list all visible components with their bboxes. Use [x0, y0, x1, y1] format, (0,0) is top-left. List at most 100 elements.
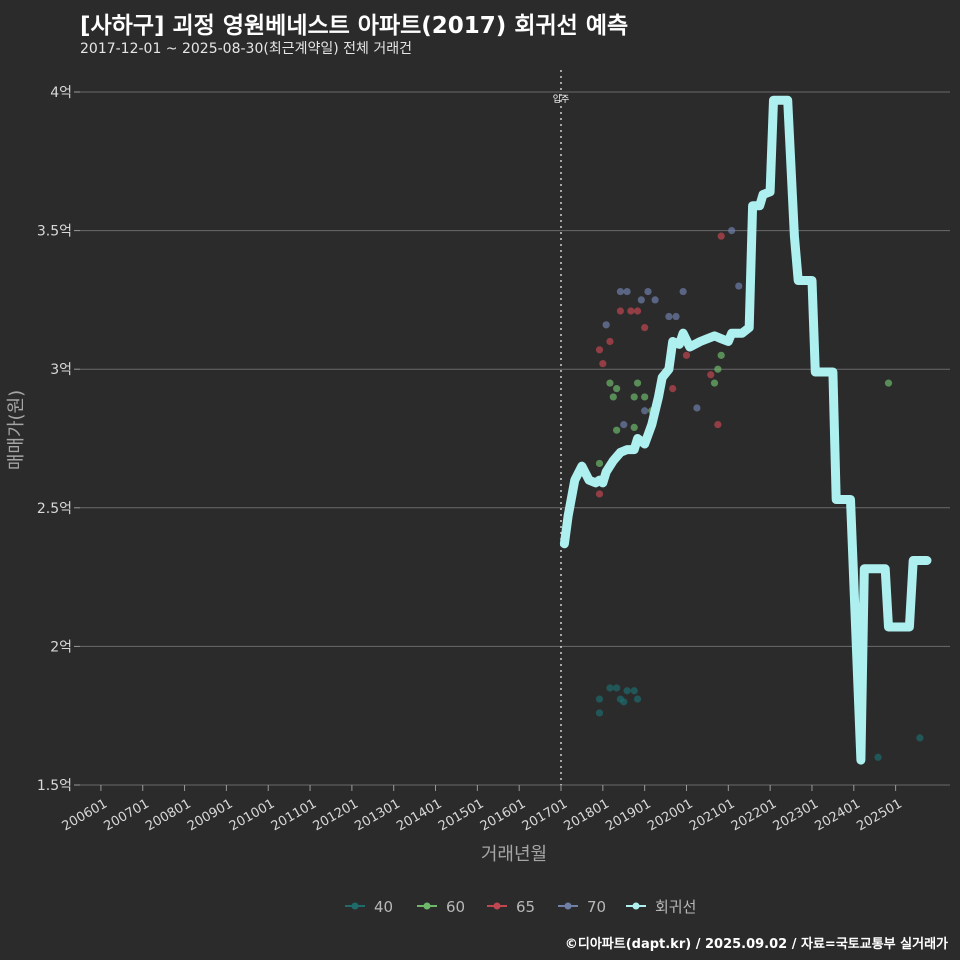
legend-key-dot-40 — [351, 902, 359, 910]
point-70 — [728, 227, 736, 235]
x-tick-label: 200801 — [143, 796, 193, 834]
point-40 — [916, 734, 924, 742]
point-65 — [616, 307, 625, 315]
x-tick-label: 202401 — [813, 796, 863, 834]
point-70 — [693, 404, 701, 412]
chart-caption: ©디아파트(dapt.kr) / 2025.09.02 / 자료=국토교통부 실… — [564, 937, 948, 952]
point-60 — [630, 393, 638, 401]
point-40 — [874, 753, 882, 761]
point-65 — [717, 232, 725, 240]
y-tick-label: 1.5억 — [37, 778, 72, 794]
point-65 — [599, 360, 607, 368]
scatter-points — [595, 227, 924, 761]
legend-label-60: 60 — [446, 898, 465, 916]
x-tick-label: 201101 — [269, 796, 319, 834]
x-tick-label: 201201 — [311, 796, 361, 834]
point-65 — [714, 421, 722, 429]
y-tick-label: 3억 — [50, 362, 72, 378]
x-tick-label: 200901 — [185, 796, 235, 834]
point-65 — [669, 385, 677, 393]
y-axis-title: 매매가(원) — [6, 390, 27, 470]
legend-key-dot-60 — [423, 902, 431, 910]
trend-line-group — [559, 95, 932, 765]
point-65 — [595, 346, 604, 354]
point-70 — [665, 312, 673, 321]
y-gridlines — [80, 91, 950, 786]
point-65 — [606, 337, 614, 346]
point-60 — [710, 379, 719, 387]
point-70 — [602, 321, 610, 329]
x-tick-label: 201501 — [436, 796, 486, 834]
point-70 — [651, 296, 659, 304]
point-65 — [627, 307, 635, 315]
legend-key-dot-70 — [564, 902, 572, 910]
point-60 — [717, 351, 725, 359]
point-70 — [644, 287, 652, 296]
x-tick-label: 201401 — [394, 796, 444, 834]
point-70 — [623, 287, 631, 296]
x-tick-label: 202201 — [729, 796, 779, 834]
trend-line — [559, 95, 932, 765]
point-70 — [616, 287, 625, 296]
point-60 — [609, 393, 617, 401]
point-60 — [714, 365, 722, 373]
point-60 — [641, 393, 649, 401]
x-tick-label: 200701 — [101, 796, 151, 834]
legend-label-trend: 회귀선 — [655, 898, 696, 916]
x-tick-label: 201601 — [478, 796, 528, 834]
legend-label-40: 40 — [374, 898, 393, 916]
point-70 — [679, 287, 687, 296]
y-tick-label: 4억 — [50, 85, 72, 101]
y-tick-label: 3.5억 — [37, 224, 72, 240]
x-tick-label: 202001 — [645, 796, 695, 834]
y-tick-label: 2억 — [50, 639, 72, 655]
point-65 — [595, 490, 604, 498]
chart-subtitle: 2017-12-01 ~ 2025-08-30(최근계약일) 전체 거래건 — [80, 41, 412, 57]
point-40 — [613, 684, 621, 692]
point-60 — [606, 379, 614, 387]
point-65 — [707, 371, 715, 379]
point-60 — [633, 379, 642, 387]
x-tick-label: 202301 — [771, 796, 821, 834]
x-tick-label: 201801 — [562, 796, 612, 834]
y-axis: 4억 3.5억 3억 2.5억 2억 1.5억 — [37, 85, 80, 794]
point-65 — [682, 351, 691, 359]
point-40 — [623, 687, 631, 695]
point-40 — [620, 698, 628, 706]
x-tick-label: 200601 — [60, 796, 110, 834]
point-60 — [630, 423, 638, 432]
legend-key-dot-trend — [632, 902, 640, 910]
legend-key-dot-65 — [493, 902, 501, 910]
legend: 40 60 65 70 회귀선 — [345, 898, 696, 916]
x-tick-label: 202101 — [687, 796, 737, 834]
x-tick-label: 201001 — [227, 796, 277, 834]
point-40 — [606, 684, 614, 692]
x-tick-label: 201701 — [520, 796, 570, 834]
point-70 — [672, 312, 680, 321]
point-70 — [620, 421, 628, 429]
point-70 — [735, 282, 743, 290]
x-axis: 2006012007012008012009012010012011012012… — [60, 785, 905, 834]
point-70 — [641, 407, 649, 415]
point-60 — [884, 379, 893, 387]
point-40 — [595, 695, 604, 703]
point-40 — [633, 695, 642, 703]
x-tick-label: 201301 — [352, 796, 402, 834]
point-40 — [630, 687, 638, 695]
legend-label-65: 65 — [516, 898, 535, 916]
point-60 — [613, 385, 621, 393]
x-axis-title: 거래년월 — [481, 844, 547, 865]
annotation-label: 입주 — [553, 93, 570, 105]
chart-title: [사하구] 괴정 영원베네스트 아파트(2017) 회귀선 예측 — [80, 13, 629, 39]
point-65 — [633, 307, 642, 315]
point-60 — [595, 459, 604, 468]
x-tick-label: 202501 — [854, 796, 904, 834]
legend-label-70: 70 — [587, 898, 606, 916]
annotation-line: 입주 — [553, 70, 570, 785]
y-tick-label: 2.5억 — [37, 501, 72, 517]
point-70 — [637, 296, 645, 304]
point-40 — [595, 709, 604, 717]
x-tick-label: 201901 — [603, 796, 653, 834]
point-65 — [641, 324, 649, 332]
